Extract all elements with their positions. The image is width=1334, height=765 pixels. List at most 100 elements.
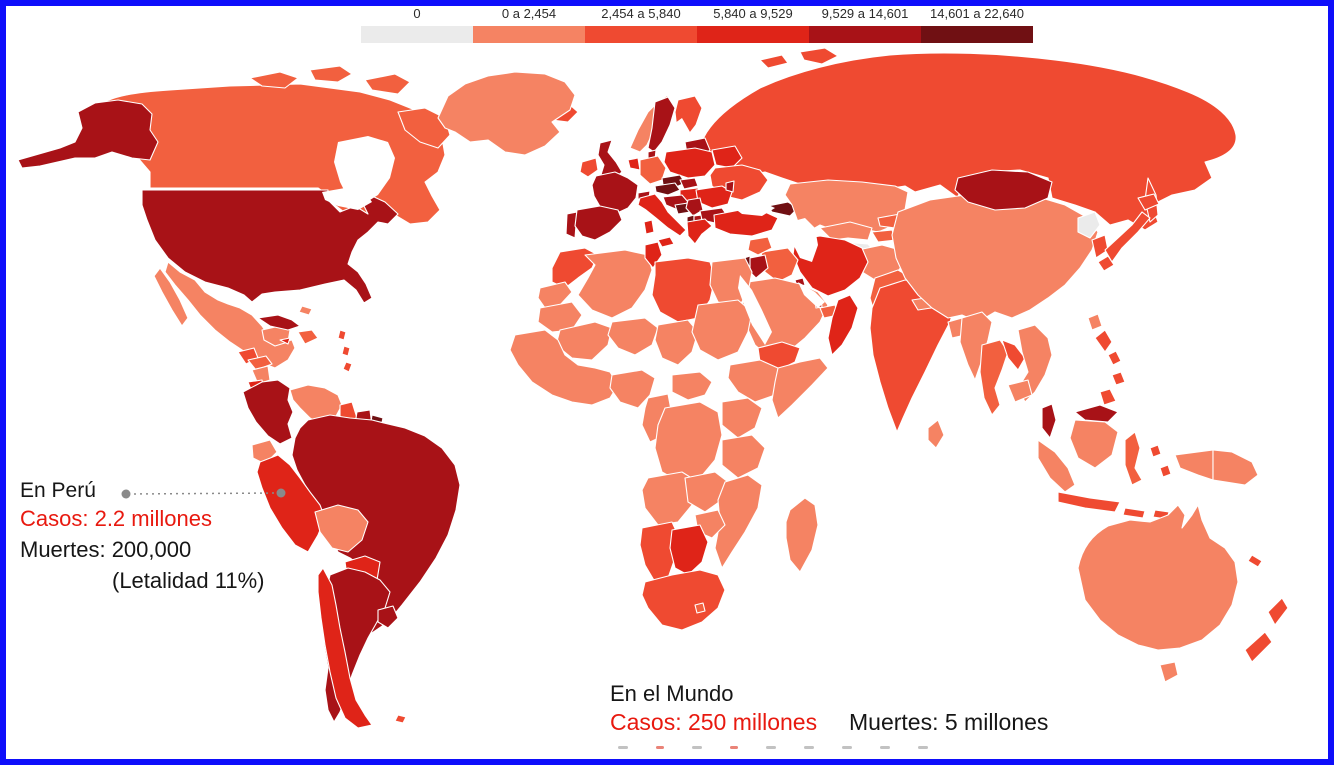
country-madagascar [785,497,819,573]
country-sudan [691,299,753,361]
country-france [591,171,639,215]
country-portugal [565,211,578,239]
country-novaya-zemlya [799,47,839,65]
country-laos [1001,339,1026,371]
peru-annotation-lethality: (Letalidad 11%) [112,568,265,593]
country-nicaragua [251,365,271,385]
country-sulawesi [1124,431,1143,486]
country-falklands [394,714,407,724]
legend-swatch-4 [809,26,921,43]
country-austria [654,182,681,196]
country-belarus [711,145,743,169]
country-mongolia [954,169,1053,211]
peru-leader-dot-left [121,489,131,499]
country-sri-lanka [927,419,945,449]
peru-leader-dot-right [276,488,286,498]
country-benelux [627,157,641,171]
country-tanzania [721,434,766,479]
country-philippines-luzon [1094,329,1113,353]
country-north-korea [1077,211,1101,239]
country-canada-arctic-1 [249,71,299,89]
legend-swatch-1 [473,26,585,43]
country-sumatra [1037,439,1076,493]
country-australia [1077,504,1239,651]
country-tasmania [1159,661,1179,683]
country-philippines-3 [1111,371,1126,386]
peru-annotation-title: En Perú [20,479,96,502]
country-canada-arctic-3 [364,73,411,95]
country-malaysia-peninsula [1041,403,1057,439]
country-peru [256,454,326,553]
country-alaska [17,99,159,169]
legend-label-1: 0 a 2,454 [501,6,557,21]
caspian-sea [790,218,818,262]
country-japan-honshu [1104,211,1151,263]
country-nz-south-island [1244,631,1273,663]
country-jordan [749,254,769,279]
country-morocco [551,247,599,289]
legend-labels: 0 0 a 2,454 2,454 a 5,840 5,840 a 9,529 … [361,6,1033,21]
peru-leader-line [127,492,281,495]
country-antilles-2 [341,345,351,357]
legend-swatch-5 [921,26,1033,43]
country-south-africa [641,569,726,631]
country-mexico [164,261,296,369]
legend-swatch-3 [697,26,809,43]
country-honduras [247,355,273,371]
country-sardinia [643,219,655,235]
legend-swatch-0 [361,26,473,43]
country-thailand [979,339,1009,416]
country-oman [827,294,859,356]
country-moldova [725,180,735,193]
country-uruguay [377,605,399,629]
country-moluccas-2 [1159,464,1172,478]
country-cambodia [1007,379,1033,403]
great-lakes [322,188,372,210]
country-somalia [771,357,829,419]
legend-label-0: 0 [413,6,421,21]
country-botswana [669,524,709,576]
country-new-guinea-east [1212,449,1259,486]
country-kenya [721,397,763,439]
country-serbia [685,197,704,217]
country-philippines-mindanao [1099,388,1117,406]
country-bahamas [298,305,313,316]
country-poland [663,147,716,179]
country-spain [574,205,623,241]
country-bolivia [314,504,369,553]
peru-annotation-deaths: Muertes: 200,000 [20,537,192,562]
legend-swatch-2 [585,26,697,43]
country-slovakia [679,177,699,190]
country-sweden [647,96,676,153]
country-japan-hokkaido [1137,193,1160,211]
country-chad [654,319,699,366]
legend-color-bar [361,26,1033,43]
country-sicily [657,236,675,248]
country-central-african-rep [671,371,713,401]
country-colombia [242,379,294,445]
world-annotation-deaths: Muertes: 5 millones [849,709,1049,735]
country-chile [317,567,373,729]
country-drc [654,401,723,483]
country-lesotho [694,602,706,614]
country-jamaica [279,337,291,345]
country-mexico-baja [153,267,189,327]
country-niger [607,317,659,356]
country-philippines-2 [1107,350,1122,366]
hudson-bay [334,136,395,205]
persian-gulf [798,282,825,308]
legend-label-2: 2,454 a 5,840 [601,6,681,21]
country-antilles-3 [342,361,353,373]
legend-label-5: 14,601 a 22,640 [930,6,1024,21]
baltic-sea [668,118,690,148]
legend: 0 0 a 2,454 2,454 a 5,840 5,840 a 9,529 … [361,6,1033,43]
country-greenland [437,71,576,156]
country-cuba [257,314,301,331]
country-japan-kyushu [1097,255,1115,272]
country-syria [747,236,773,256]
black-sea [730,200,775,216]
country-greece [686,218,713,245]
legend-label-3: 5,840 a 9,529 [713,6,793,21]
country-ireland [579,157,599,178]
country-canada-baffin [397,107,451,149]
